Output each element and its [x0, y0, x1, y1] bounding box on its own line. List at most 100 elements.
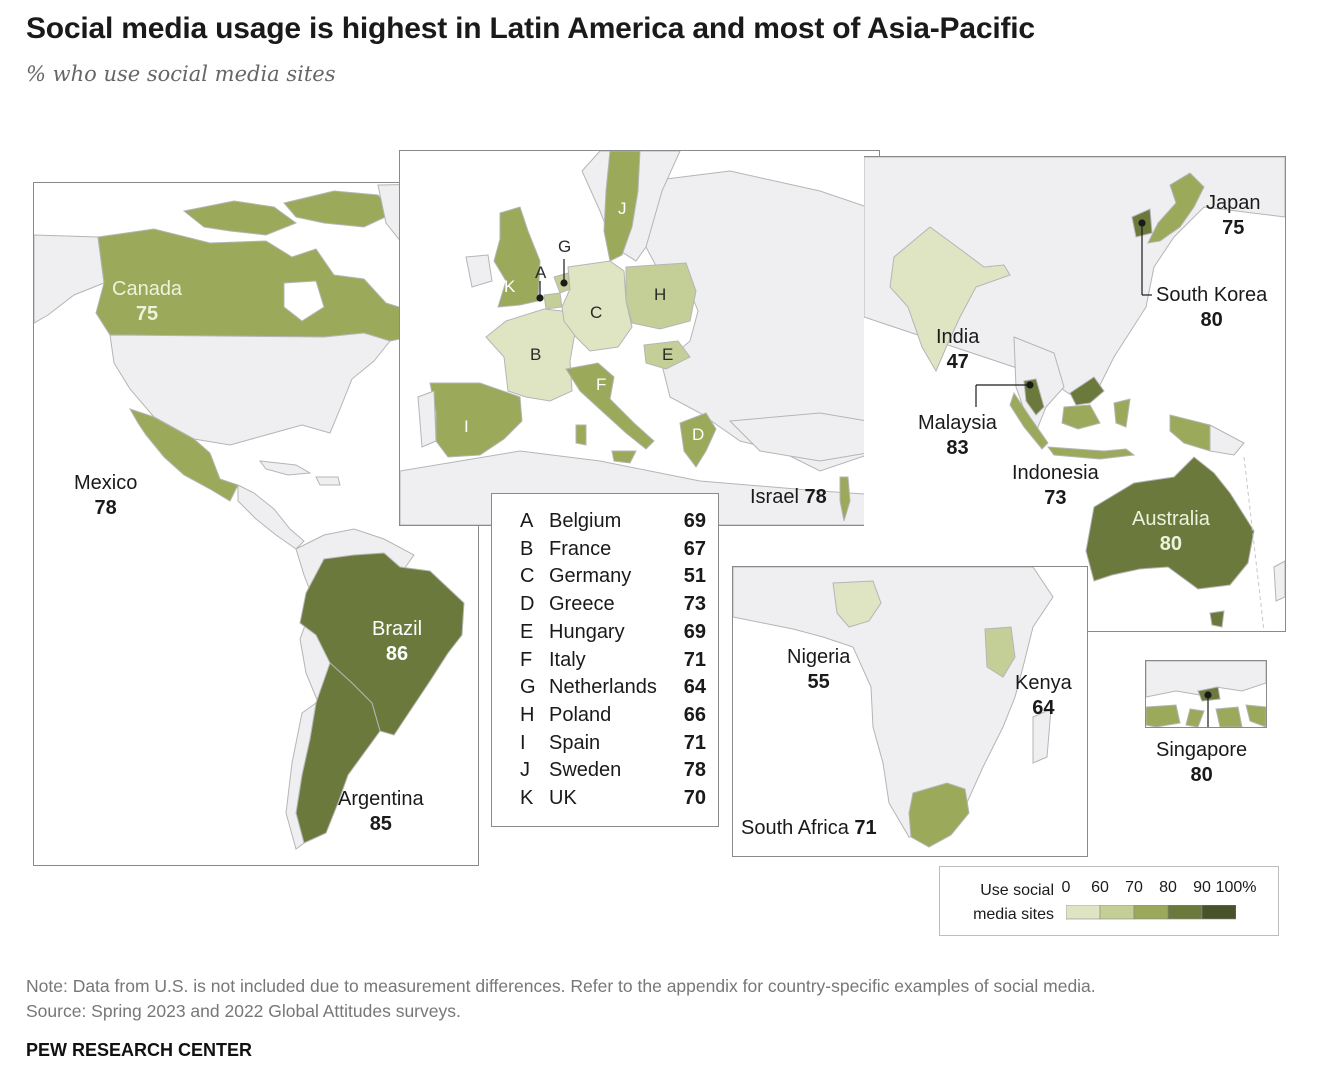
italy — [565, 362, 655, 450]
singapore-map — [1146, 661, 1266, 727]
label-israel: Israel 78 — [750, 486, 827, 508]
africa-map — [733, 567, 1054, 848]
indonesia-borneo — [1061, 404, 1101, 430]
europe-legend-row: I Spain 71 — [492, 732, 718, 759]
asia-pacific-map-panel: Japan 75 South Korea 80 India 47 Malaysia 83… — [864, 156, 1286, 632]
scale-tick-label: 80 — [1159, 879, 1177, 896]
poland — [625, 262, 697, 330]
legend-value: 69 — [683, 510, 706, 532]
scale-tick-label: 90 — [1193, 879, 1211, 896]
scale-tick-label: 0 — [1061, 879, 1071, 896]
label-uk-letter: K — [504, 277, 516, 296]
alaska — [34, 234, 105, 324]
portugal — [417, 390, 437, 448]
europe-legend-row: A Belgium 69 — [492, 510, 718, 537]
israel — [839, 476, 851, 522]
label-netherlands-letter: G — [558, 237, 572, 256]
france — [485, 308, 577, 402]
arctic-islands — [182, 200, 298, 236]
legend-country: Italy — [549, 648, 586, 671]
central-america — [237, 484, 305, 550]
cuba — [258, 460, 312, 476]
label-singapore: Singapore 80 — [1156, 739, 1248, 786]
color-scale-legend: Use social media sites 0 60 70 80 90 100% — [939, 866, 1279, 936]
indonesia-papua — [1169, 414, 1211, 452]
legend-country: Netherlands — [549, 676, 657, 699]
spain — [429, 382, 523, 458]
legend-country: Sweden — [549, 759, 622, 782]
mexico — [128, 408, 239, 502]
legend-value: 78 — [683, 759, 706, 782]
legend-value: 64 — [683, 676, 706, 699]
legend-code: B — [520, 537, 534, 560]
riau-islands — [1146, 704, 1266, 727]
greece — [679, 412, 717, 468]
legend-code: K — [520, 787, 534, 809]
label-south-africa: South Africa 71 — [741, 817, 877, 839]
label-greece-letter: D — [692, 425, 705, 444]
tasmania — [1209, 610, 1225, 628]
legend-value: 69 — [683, 620, 706, 643]
germany — [561, 260, 633, 352]
kenya — [984, 626, 1016, 678]
sicily — [611, 450, 637, 464]
ireland — [465, 254, 493, 288]
legend-code: E — [520, 620, 534, 643]
europe-legend-row: C Germany 51 — [492, 565, 718, 592]
europe-legend-row: G Netherlands 64 — [492, 676, 718, 703]
legend-code: H — [520, 703, 535, 726]
dot-belgium — [536, 294, 544, 302]
legend-code: J — [520, 759, 530, 782]
legend-country: UK — [549, 787, 577, 809]
papua-new-guinea — [1209, 424, 1245, 456]
label-indonesia: Indonesia 73 — [1012, 462, 1099, 509]
dot-netherlands — [560, 279, 568, 287]
legend-country: France — [549, 537, 612, 560]
label-mexico: Mexico 78 — [74, 472, 138, 519]
legend-value: 73 — [683, 593, 706, 616]
label-india: India 47 — [936, 326, 980, 373]
legend-code: C — [520, 565, 535, 588]
label-france-letter: B — [530, 345, 542, 364]
new-zealand-edge — [1273, 560, 1285, 602]
nigeria — [832, 580, 882, 628]
footnote: Note: Data from U.S. is not included due… — [26, 974, 1096, 1024]
africa-land — [733, 567, 1054, 838]
dot-south-korea — [1138, 219, 1146, 227]
label-belgium-letter: A — [535, 263, 547, 282]
legend-code: F — [520, 648, 533, 671]
chart-title: Social media usage is highest in Latin A… — [26, 12, 1035, 45]
legend-code: I — [520, 731, 526, 754]
legend-code: D — [520, 593, 535, 616]
legend-code: A — [520, 510, 534, 532]
usa — [109, 332, 391, 446]
label-spain-letter: I — [464, 417, 469, 436]
sardinia — [575, 424, 587, 446]
brazil — [299, 552, 465, 736]
dot-malaysia — [1026, 381, 1034, 389]
legend-country: Germany — [549, 565, 632, 588]
europe-legend-row: H Poland 66 — [492, 704, 718, 731]
scale-label: Use social media sites — [973, 882, 1054, 923]
swatch-80-90 — [1167, 905, 1203, 920]
asia-pacific-map — [864, 157, 1285, 631]
label-japan: Japan 75 — [1206, 192, 1261, 239]
legend-value: 51 — [683, 565, 706, 588]
europe-legend-row: B France 67 — [492, 538, 718, 565]
turkey — [728, 412, 879, 462]
legend-country: Belgium — [549, 510, 622, 532]
singapore-inset-panel — [1145, 660, 1267, 728]
europe-legend-row: K UK 70 — [492, 787, 718, 814]
legend-value: 70 — [683, 787, 706, 809]
label-australia: Australia 80 — [1132, 508, 1210, 555]
singapore-callout-line — [1243, 456, 1265, 631]
label-south-korea: South Korea 80 — [1156, 284, 1268, 331]
note-text: Note: Data from U.S. is not included due… — [26, 976, 1096, 996]
europe-map — [400, 151, 879, 525]
swatch-90-100 — [1201, 905, 1236, 920]
australia — [1085, 456, 1255, 590]
swatch-70-80 — [1133, 905, 1169, 920]
legend-country: Greece — [549, 593, 615, 616]
label-poland-letter: H — [654, 285, 667, 304]
indonesia-java — [1046, 446, 1136, 460]
